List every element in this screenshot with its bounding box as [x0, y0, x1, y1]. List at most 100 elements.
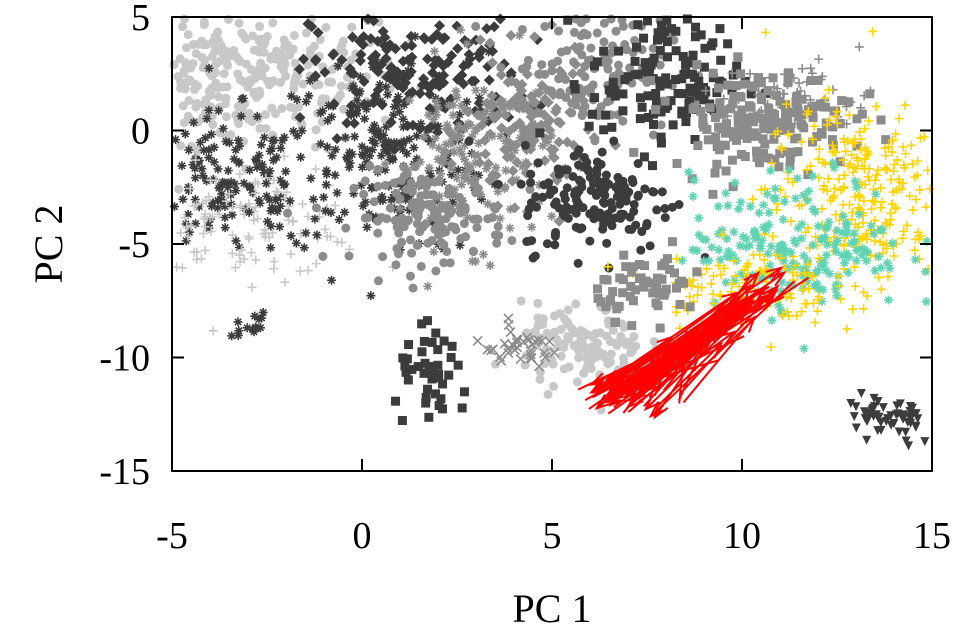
data-point — [833, 235, 843, 245]
data-point — [456, 101, 466, 111]
data-point — [824, 217, 834, 227]
data-point — [389, 102, 399, 112]
data-point — [512, 175, 522, 185]
data-point — [677, 255, 687, 265]
data-point — [850, 176, 860, 186]
data-point — [428, 106, 438, 116]
data-point — [356, 180, 366, 190]
data-point — [733, 118, 743, 128]
data-point — [601, 302, 611, 312]
data-point — [395, 203, 405, 213]
data-point — [797, 219, 807, 229]
data-point — [455, 240, 465, 250]
data-point — [889, 418, 899, 428]
data-point — [643, 91, 653, 101]
data-point — [441, 123, 453, 135]
data-point — [554, 26, 564, 36]
data-point — [643, 112, 653, 122]
data-point — [358, 201, 368, 211]
data-point — [431, 328, 441, 338]
data-point — [169, 202, 179, 212]
data-point — [433, 121, 443, 131]
data-point — [778, 215, 788, 225]
data-point — [311, 203, 321, 213]
data-point — [526, 178, 536, 188]
data-point — [766, 342, 776, 352]
data-point — [425, 363, 435, 373]
data-point — [380, 52, 392, 64]
data-point — [803, 259, 813, 269]
data-point — [191, 200, 201, 210]
data-point — [372, 35, 384, 47]
data-point — [582, 362, 592, 372]
data-point — [824, 115, 834, 125]
data-point — [710, 113, 720, 123]
data-point — [446, 170, 456, 180]
data-point — [599, 37, 609, 47]
arrow-head — [765, 266, 784, 282]
data-point — [192, 247, 202, 257]
data-point — [542, 239, 552, 249]
data-point — [433, 103, 443, 113]
data-point — [758, 134, 768, 144]
data-point — [649, 337, 659, 347]
data-point — [682, 14, 692, 24]
data-point — [540, 21, 550, 31]
data-point — [847, 214, 857, 224]
data-point — [549, 311, 559, 321]
data-point — [358, 98, 370, 110]
data-point — [178, 101, 188, 111]
data-point — [831, 284, 841, 294]
data-point — [531, 202, 541, 212]
data-point — [436, 169, 446, 179]
data-point — [635, 114, 645, 124]
data-point — [202, 114, 212, 124]
data-point — [456, 69, 468, 81]
data-point — [688, 50, 698, 60]
data-point — [446, 49, 458, 61]
arrow-shaft — [633, 306, 743, 402]
data-point — [206, 129, 216, 139]
data-point — [593, 338, 603, 348]
arrow-shaft — [655, 343, 722, 408]
data-point — [574, 199, 584, 209]
data-point — [803, 170, 813, 180]
data-point — [535, 128, 545, 138]
data-point — [382, 214, 392, 224]
data-point — [576, 333, 586, 343]
data-point — [550, 103, 562, 115]
data-point — [207, 201, 217, 211]
data-point — [424, 412, 434, 422]
data-point — [423, 281, 433, 291]
data-point — [407, 187, 417, 197]
data-point — [257, 313, 267, 323]
data-point — [828, 193, 838, 203]
data-point — [328, 98, 340, 110]
data-point — [561, 93, 571, 103]
data-point — [799, 344, 809, 354]
data-point — [360, 114, 370, 124]
data-point — [416, 119, 426, 129]
data-point — [708, 271, 718, 281]
data-point — [550, 230, 560, 240]
data-point — [849, 228, 859, 238]
data-point — [330, 170, 340, 180]
data-point — [406, 51, 418, 63]
data-point — [372, 66, 384, 78]
data-point — [429, 207, 439, 217]
data-point — [786, 216, 796, 226]
y-axis-title: PC 2 — [26, 205, 71, 284]
data-point — [733, 110, 743, 120]
data-point — [577, 111, 587, 121]
data-point — [902, 220, 912, 230]
data-point — [459, 124, 469, 134]
data-point — [821, 118, 831, 128]
data-point — [647, 161, 657, 171]
data-point — [746, 89, 756, 99]
data-point — [791, 111, 801, 121]
data-point — [864, 164, 874, 174]
data-point — [899, 226, 909, 236]
data-point — [756, 90, 766, 100]
data-point — [210, 68, 220, 78]
data-point — [597, 147, 607, 157]
